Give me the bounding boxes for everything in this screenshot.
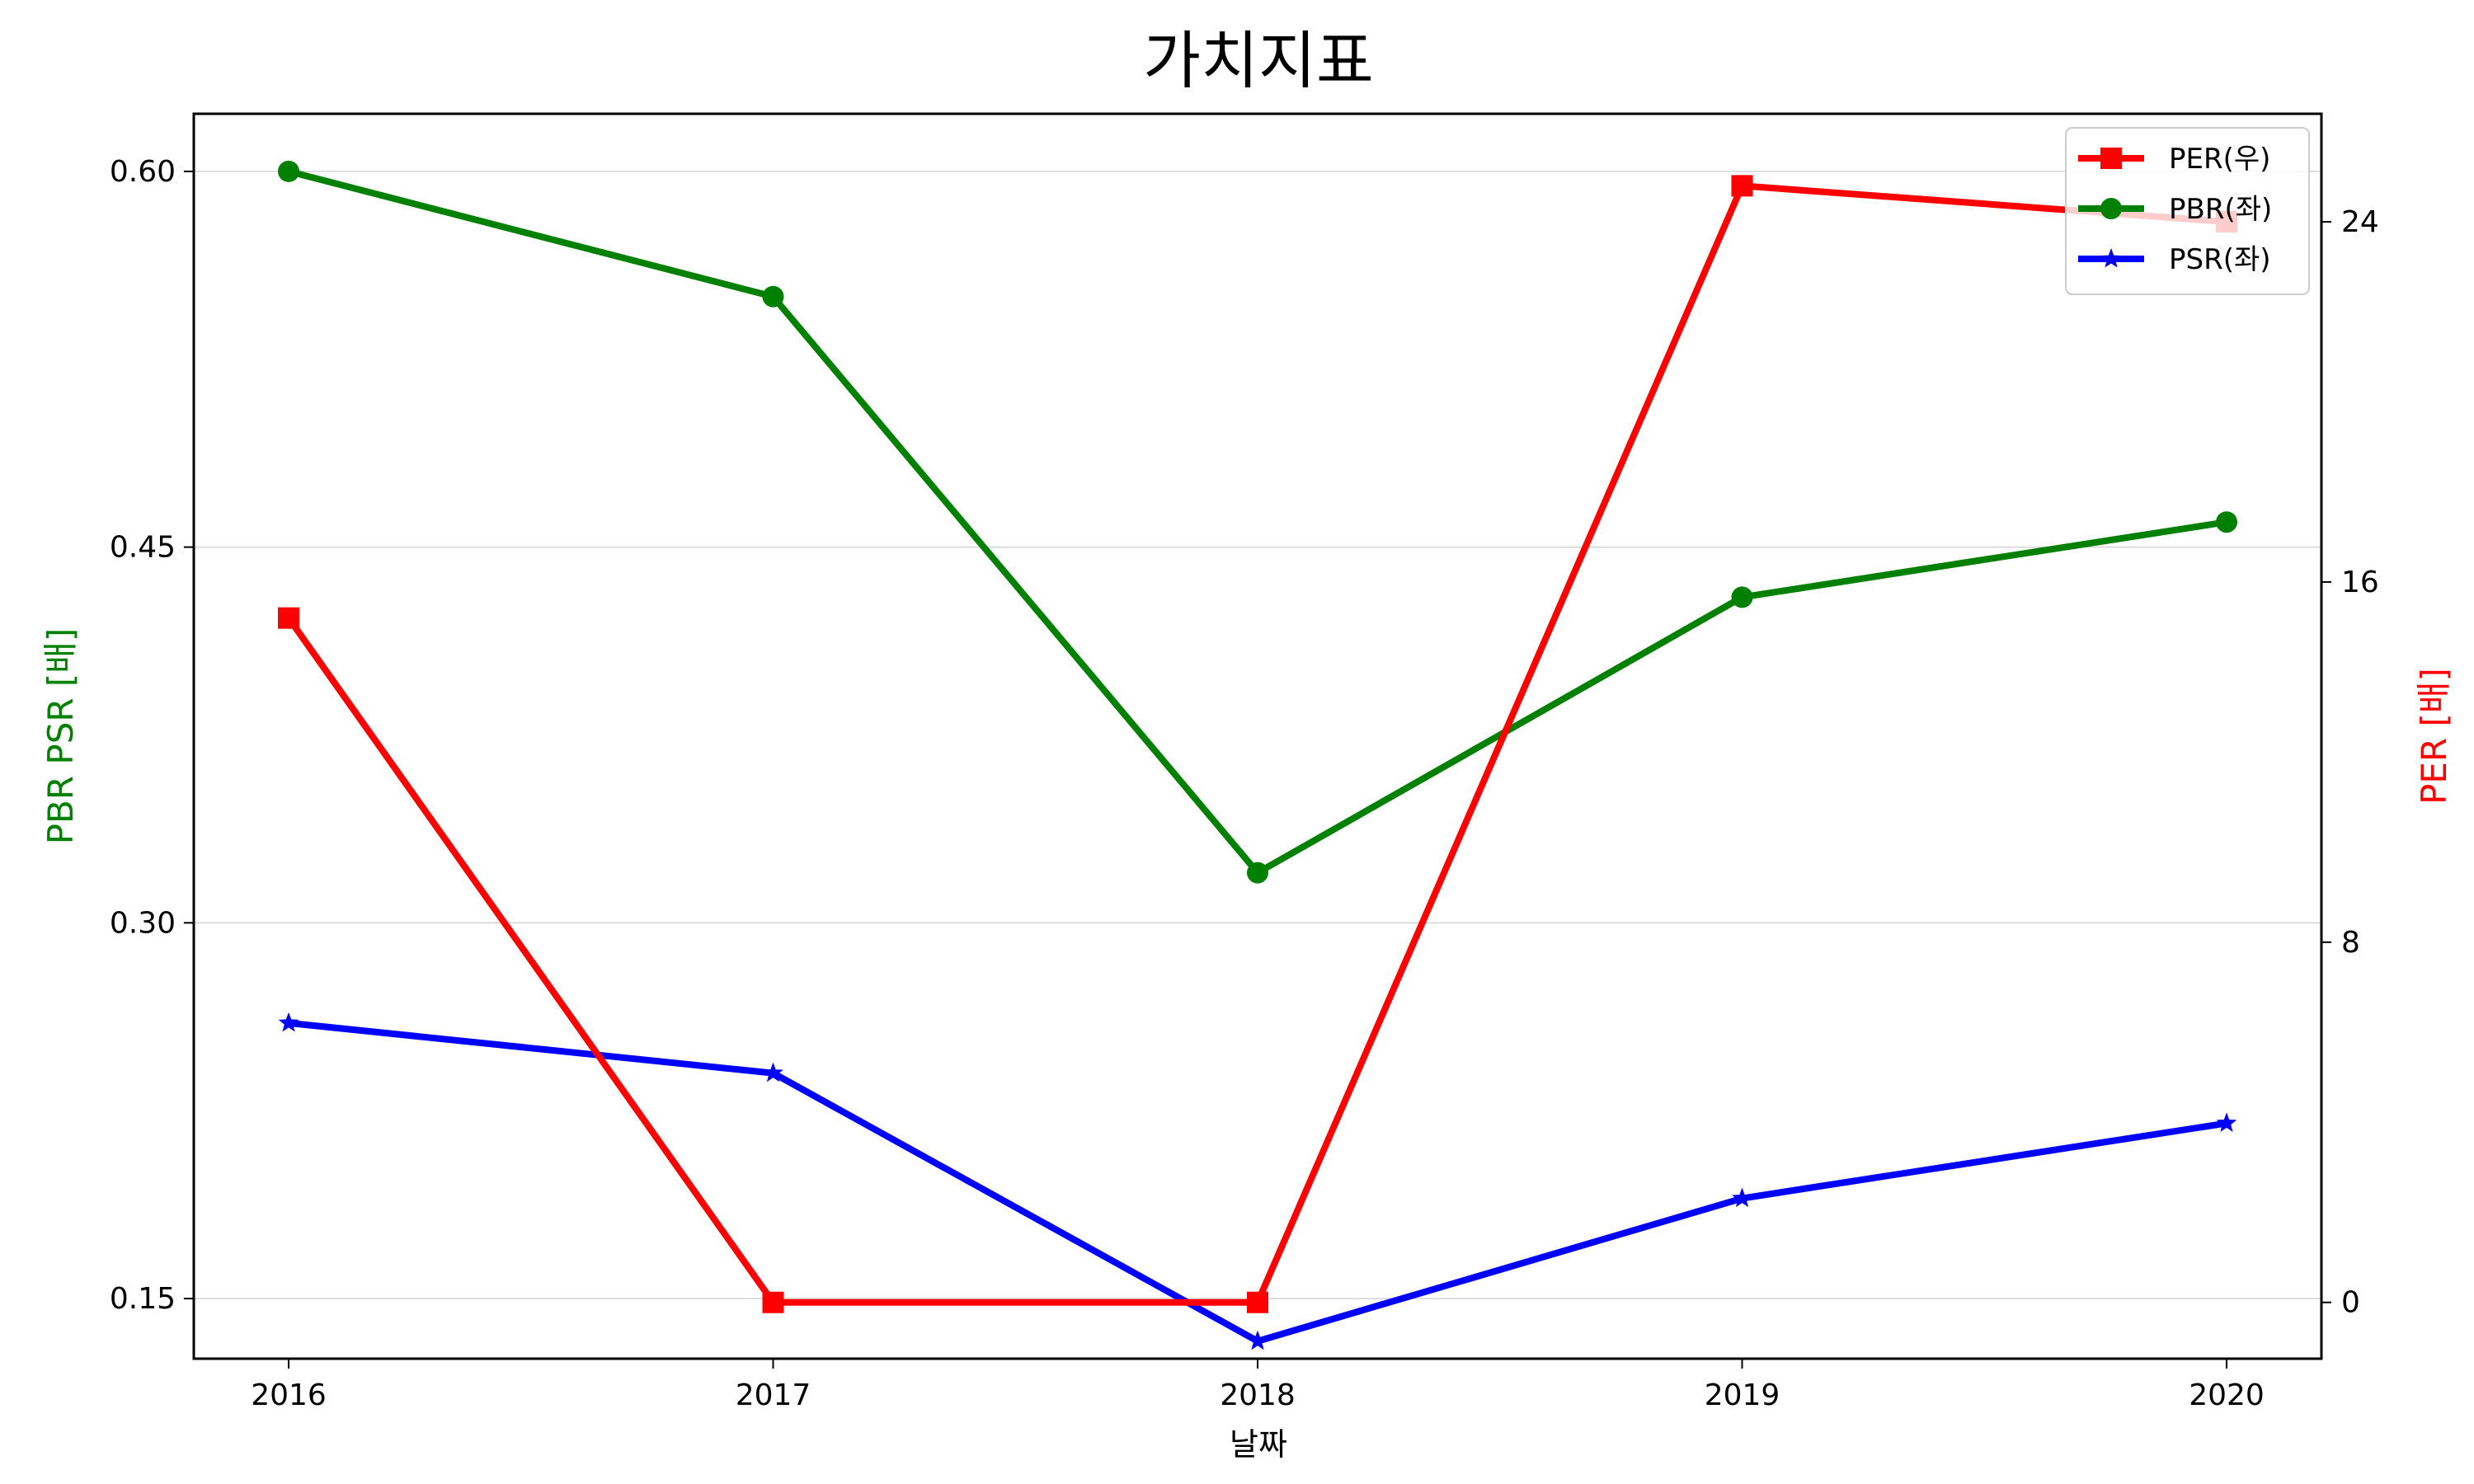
x-tick-label: 2016 <box>251 1378 327 1412</box>
gridlines <box>194 171 2321 1299</box>
x-axis: 2016 2017 2018 2019 2020 <box>251 1359 2265 1412</box>
x-tick-label: 2019 <box>1705 1378 1780 1412</box>
pbr-point <box>1247 862 1268 884</box>
pbr-line <box>287 168 2227 876</box>
x-tick-label: 2017 <box>736 1378 811 1412</box>
per-line <box>285 182 2227 1306</box>
legend-item-per: PER(우) <box>2078 143 2270 176</box>
left-y-axis: 0.15 0.30 0.45 0.60 <box>110 155 194 1316</box>
x-axis-label: 날짜 <box>1230 1426 1287 1463</box>
right-tick-label: 0 <box>2341 1286 2360 1320</box>
left-tick-label: 0.30 <box>110 906 176 940</box>
right-y-axis: 0 8 16 24 <box>2321 205 2379 1320</box>
pbr-series <box>278 160 2237 884</box>
pbr-point <box>278 160 299 182</box>
psr-point <box>2216 1112 2237 1132</box>
per-point <box>1247 1291 1268 1313</box>
psr-point <box>763 1062 783 1082</box>
psr-series <box>278 1012 2237 1350</box>
psr-point <box>1247 1330 1268 1350</box>
right-tick-label: 16 <box>2341 566 2379 599</box>
pbr-point <box>2216 511 2237 533</box>
plot-area <box>192 112 2323 1360</box>
right-tick-label: 24 <box>2341 205 2379 239</box>
left-y-axis-label: PBR PSR [배] <box>40 628 81 845</box>
legend-label: PBR(좌) <box>2169 193 2272 226</box>
pbr-point <box>1731 586 1753 608</box>
legend-marker <box>2100 148 2122 169</box>
per-series <box>278 175 2237 1313</box>
legend-marker <box>2100 248 2122 268</box>
legend-label: PER(우) <box>2169 143 2270 176</box>
series-layer <box>278 160 2237 1350</box>
legend: PER(우) PBR(좌) PSR(좌) <box>2065 127 2310 295</box>
x-tick-label: 2018 <box>1220 1378 1296 1412</box>
left-tick-label: 0.45 <box>110 531 176 565</box>
left-tick-label: 0.60 <box>110 155 176 189</box>
pbr-point <box>762 285 784 308</box>
per-point <box>278 607 299 629</box>
legend-frame <box>2065 127 2310 295</box>
legend-marker <box>2100 198 2122 219</box>
right-y-axis-label: PER [배] <box>2414 668 2454 805</box>
psr-point <box>1732 1187 1752 1208</box>
left-tick-label: 0.15 <box>110 1282 176 1316</box>
x-tick-label: 2020 <box>2189 1378 2265 1412</box>
legend-item-pbr: PBR(좌) <box>2078 193 2272 226</box>
psr-point <box>278 1012 299 1032</box>
chart-title: 가치지표 <box>1143 24 1374 97</box>
per-point <box>1731 175 1753 197</box>
legend-label: PSR(좌) <box>2169 243 2271 276</box>
legend-item-psr: PSR(좌) <box>2078 243 2271 276</box>
per-point <box>762 1291 784 1313</box>
right-tick-label: 8 <box>2341 926 2360 960</box>
